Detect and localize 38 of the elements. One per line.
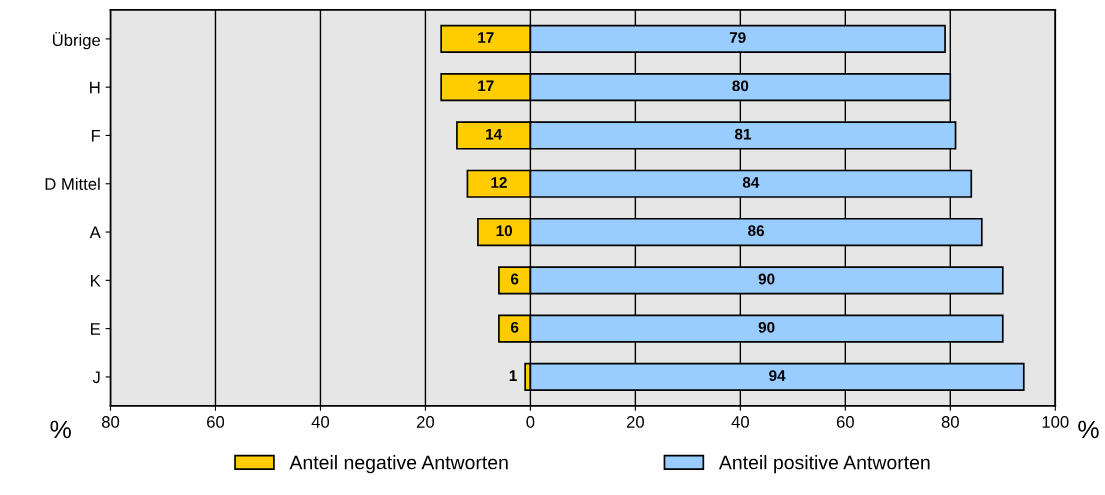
data-label: 80 — [732, 80, 749, 92]
y-tick-label: J — [92, 371, 100, 384]
legend-label: Anteil positive Antworten — [718, 455, 930, 474]
data-label: 90 — [758, 321, 775, 333]
data-label: 79 — [729, 32, 746, 43]
legend-label: Anteil negative Antworten — [289, 455, 508, 474]
y-tick-label: F — [91, 130, 101, 142]
data-label: 14 — [486, 128, 503, 140]
text: % — [1078, 420, 1099, 439]
x-tick-label: 40 — [731, 416, 749, 428]
data-label: 81 — [734, 128, 752, 140]
data-label: 6 — [510, 321, 519, 333]
x-tick-label: 80 — [941, 416, 959, 428]
x-tick-label: 40 — [311, 416, 330, 428]
x-tick-label: 20 — [626, 416, 644, 428]
x-tick-label: 0 — [526, 416, 535, 428]
data-label: 17 — [478, 32, 494, 43]
y-tick-label: H — [90, 81, 100, 94]
data-label: 17 — [478, 80, 494, 92]
data-label: 94 — [769, 370, 786, 382]
data-label: 10 — [496, 225, 513, 237]
data-label: 84 — [742, 177, 760, 188]
data-label: 86 — [748, 225, 765, 237]
x-tick-label: 60 — [836, 416, 854, 428]
y-tick-label: D Mittel — [45, 177, 100, 190]
y-tick-label: K — [91, 274, 101, 287]
text: % — [50, 420, 71, 439]
x-tick-label: 100 — [1042, 416, 1069, 428]
data-label: 6 — [510, 273, 519, 285]
data-label: 12 — [491, 177, 507, 188]
x-tick-label: 80 — [101, 416, 120, 428]
y-tick-label: E — [91, 323, 101, 335]
data-label: 1 — [509, 370, 517, 381]
x-tick-label: 60 — [207, 416, 225, 428]
y-tick-label: A — [89, 226, 101, 239]
y-tick-label: Übrige — [52, 31, 101, 50]
data-label: 90 — [758, 273, 775, 285]
x-tick-label: 20 — [417, 416, 435, 428]
